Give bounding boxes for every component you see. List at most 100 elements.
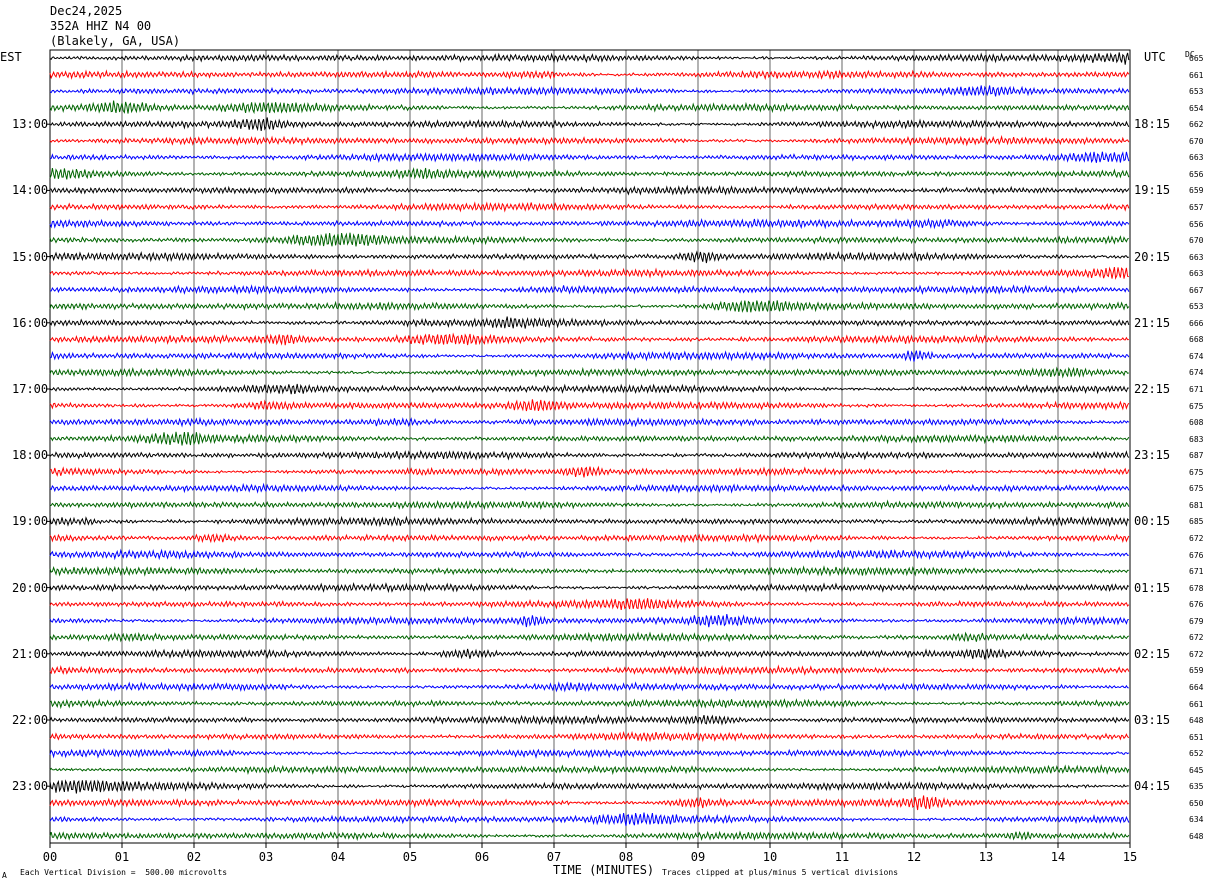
seismic-trace <box>49 499 1130 511</box>
dc-offset-label: 678 <box>1189 583 1204 593</box>
dc-offset-label: 667 <box>1189 285 1204 295</box>
dc-offset-label: 648 <box>1189 831 1204 841</box>
x-tick-label: 01 <box>114 850 130 864</box>
left-hour-label: 18:00 <box>12 448 49 463</box>
dc-offset-label: 671 <box>1189 385 1204 394</box>
x-tick-label: 15 <box>1122 850 1138 864</box>
left-hour-label: 17:00 <box>12 382 49 396</box>
seismic-trace <box>49 613 1129 628</box>
x-tick-label: 11 <box>834 850 850 864</box>
seismic-trace <box>49 383 1129 395</box>
seismic-trace <box>49 779 1129 794</box>
seismic-trace <box>49 332 1129 346</box>
dc-offset-label: 651 <box>1189 732 1204 742</box>
x-tick-label: 00 <box>42 850 58 864</box>
dc-offset-label: 645 <box>1189 765 1204 775</box>
x-tick-label: 14 <box>1050 850 1066 864</box>
x-tick-label: 02 <box>186 850 202 864</box>
seismic-trace <box>49 631 1130 643</box>
left-hour-label: 13:00 <box>12 117 49 132</box>
x-tick-label: 09 <box>690 850 706 864</box>
x-tick-label: 13 <box>978 850 994 864</box>
dc-offset-label: 672 <box>1189 633 1204 643</box>
seismic-trace <box>49 698 1130 710</box>
seismic-trace <box>49 316 1130 329</box>
dc-offset-label: 675 <box>1189 484 1204 494</box>
seismic-trace <box>49 482 1130 494</box>
right-hour-label: 21:15 <box>1134 315 1171 330</box>
seismic-trace <box>49 232 1129 247</box>
seismic-trace <box>49 581 1130 594</box>
dc-offset-label: 671 <box>1189 567 1204 577</box>
clip-note: Traces clipped at plus/minus 5 vertical … <box>662 868 899 877</box>
right-hour-label: 20:15 <box>1134 249 1171 264</box>
header-location: (Blakely, GA, USA) <box>50 34 181 48</box>
left-hour-label: 22:00 <box>12 713 49 727</box>
dc-offset-label: 634 <box>1189 815 1204 825</box>
x-tick-label: 07 <box>546 850 562 864</box>
x-tick-label: 03 <box>258 850 274 864</box>
seismic-trace <box>49 117 1130 132</box>
dc-offset-label: 663 <box>1189 153 1204 163</box>
dc-offset-label: 670 <box>1189 236 1204 246</box>
seismic-trace <box>49 151 1130 164</box>
x-tick-label: 08 <box>618 850 634 864</box>
seismic-trace <box>49 449 1130 461</box>
x-axis-title: TIME (MINUTES) <box>553 863 655 877</box>
left-timezone-label: EST <box>0 50 22 64</box>
seismic-trace <box>49 134 1130 147</box>
seismic-trace <box>49 795 1129 811</box>
dc-offset-label: 663 <box>1189 269 1204 279</box>
dc-offset-label: 674 <box>1189 368 1204 378</box>
dc-offset-label: 670 <box>1189 136 1204 146</box>
seismic-trace <box>49 764 1130 776</box>
dc-offset-label: 648 <box>1189 716 1204 725</box>
plot-frame <box>49 49 1131 844</box>
left-hour-label: 21:00 <box>12 646 49 661</box>
x-tick-label: 06 <box>474 850 490 864</box>
dc-offset-label: 674 <box>1189 351 1204 361</box>
dc-offset-label: 666 <box>1189 318 1204 328</box>
seismic-trace <box>49 266 1129 280</box>
left-hour-label: 23:00 <box>12 779 49 794</box>
seismic-trace <box>49 399 1130 412</box>
seismic-trace <box>49 85 1130 97</box>
header-station: 352A HHZ N4 00 <box>50 19 152 33</box>
dc-offset-label: 659 <box>1189 186 1204 196</box>
dc-offset-label: 653 <box>1189 87 1204 97</box>
dc-offset-label: 608 <box>1189 418 1204 428</box>
right-hour-label: 22:15 <box>1134 382 1171 396</box>
x-tick-label: 10 <box>762 850 778 864</box>
dc-offset-label: 685 <box>1189 517 1204 527</box>
left-hour-label: 14:00 <box>12 183 49 198</box>
dc-offset-label: 659 <box>1189 666 1204 676</box>
dc-offset-label: 676 <box>1189 600 1204 610</box>
right-hour-label: 04:15 <box>1134 779 1171 794</box>
dc-offset-label: 665 <box>1189 54 1204 63</box>
left-hour-label: 15:00 <box>12 249 49 264</box>
corner-mark: A <box>2 871 7 880</box>
right-hour-label: 03:15 <box>1134 713 1171 727</box>
x-tick-label: 12 <box>906 850 922 864</box>
seismic-trace <box>49 431 1130 446</box>
dc-offset-label: 683 <box>1189 434 1204 444</box>
seismic-trace <box>49 664 1130 676</box>
seismic-trace <box>49 598 1130 611</box>
dc-offset-label: 662 <box>1189 120 1204 130</box>
seismic-trace <box>49 167 1130 180</box>
x-tick-label: 05 <box>402 850 418 864</box>
dc-offset-label: 656 <box>1189 219 1204 229</box>
seismic-trace <box>49 465 1130 478</box>
seismic-trace <box>49 648 1130 660</box>
dc-offset-label: 681 <box>1189 500 1204 510</box>
seismic-trace <box>49 250 1129 264</box>
seismic-trace <box>49 217 1130 230</box>
dc-offset-label: 661 <box>1189 699 1204 709</box>
seismic-trace <box>49 350 1130 362</box>
seismic-trace <box>49 100 1130 115</box>
seismic-trace <box>49 713 1130 726</box>
x-tick-label: 04 <box>330 850 346 864</box>
left-hour-label: 19:00 <box>12 514 49 529</box>
right-hour-label: 02:15 <box>1134 646 1171 661</box>
left-hour-label: 20:00 <box>12 580 49 595</box>
